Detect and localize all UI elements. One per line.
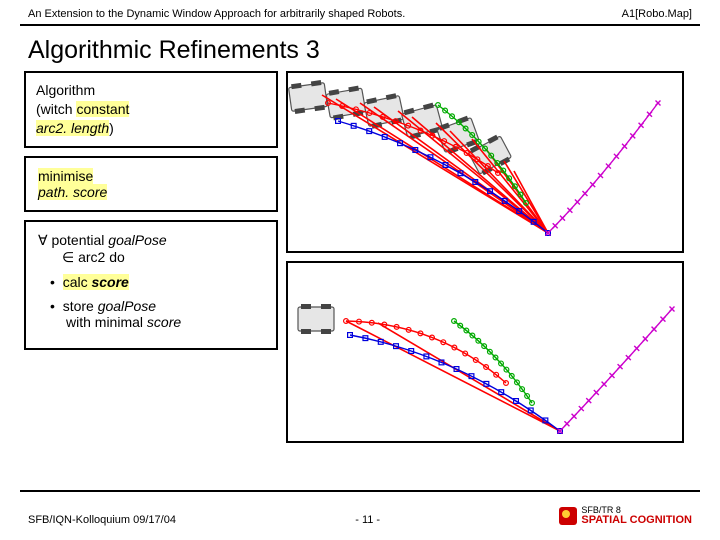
logo-text: SFB/TR 8 SPATIAL COGNITION <box>581 506 692 526</box>
panel-algorithm: Algorithm (witch constant arc2. length) <box>24 71 278 148</box>
footer-rule <box>20 490 700 492</box>
logo-icon <box>559 507 577 525</box>
left-column: Algorithm (witch constant arc2. length) … <box>24 71 278 443</box>
bullet-store: • store goalPose with minimal score <box>50 298 264 330</box>
footer-left: SFB/IQN-Kolloquium 09/17/04 <box>28 514 176 526</box>
s3-b2a: store <box>63 298 98 314</box>
s1-l2b: constant <box>76 101 129 117</box>
s3-b3b: score <box>147 314 181 330</box>
s3-b2b: goalPose <box>98 298 156 314</box>
slide-header: An Extension to the Dynamic Window Appro… <box>0 0 720 24</box>
diagram-top <box>286 71 684 253</box>
s3-l1b: goalPose <box>108 232 166 248</box>
footer-logo: SFB/TR 8 SPATIAL COGNITION <box>559 506 692 526</box>
content-area: Algorithm (witch constant arc2. length) … <box>0 71 720 443</box>
header-right: A1[Robo.Map] <box>622 8 692 20</box>
header-left: An Extension to the Dynamic Window Appro… <box>28 8 405 20</box>
footer-center: - 11 - <box>355 514 380 526</box>
panel-forall: ∀ potential goalPose ∈ arc2 do • calc sc… <box>24 220 278 350</box>
bullet-calc: • calc score <box>50 274 264 290</box>
right-column <box>286 71 684 443</box>
s1-l3a: arc2. length <box>36 120 109 136</box>
s2-l2: path. score <box>38 184 107 200</box>
panel-minimise: minimise path. score <box>24 156 278 212</box>
s2-l1: minimise <box>38 168 93 184</box>
s1-l3b: ) <box>109 120 114 136</box>
diagram-top-svg <box>288 73 684 253</box>
diagram-bottom-svg <box>288 263 684 443</box>
s3-b3a: with minimal <box>66 314 147 330</box>
s3-b1a: calc <box>63 274 92 290</box>
s3-b1b: score <box>91 274 128 290</box>
slide-title: Algorithmic Refinements 3 <box>0 26 720 71</box>
s3-l1a: ∀ potential <box>38 232 108 248</box>
diagram-bottom <box>286 261 684 443</box>
logo-main: SPATIAL COGNITION <box>581 514 692 526</box>
slide-footer: SFB/IQN-Kolloquium 09/17/04 - 11 - SFB/T… <box>0 506 720 526</box>
s1-l1: Algorithm <box>36 82 95 98</box>
s1-l2a: (witch <box>36 101 76 117</box>
s3-l2a: ∈ arc2 do <box>62 249 125 265</box>
